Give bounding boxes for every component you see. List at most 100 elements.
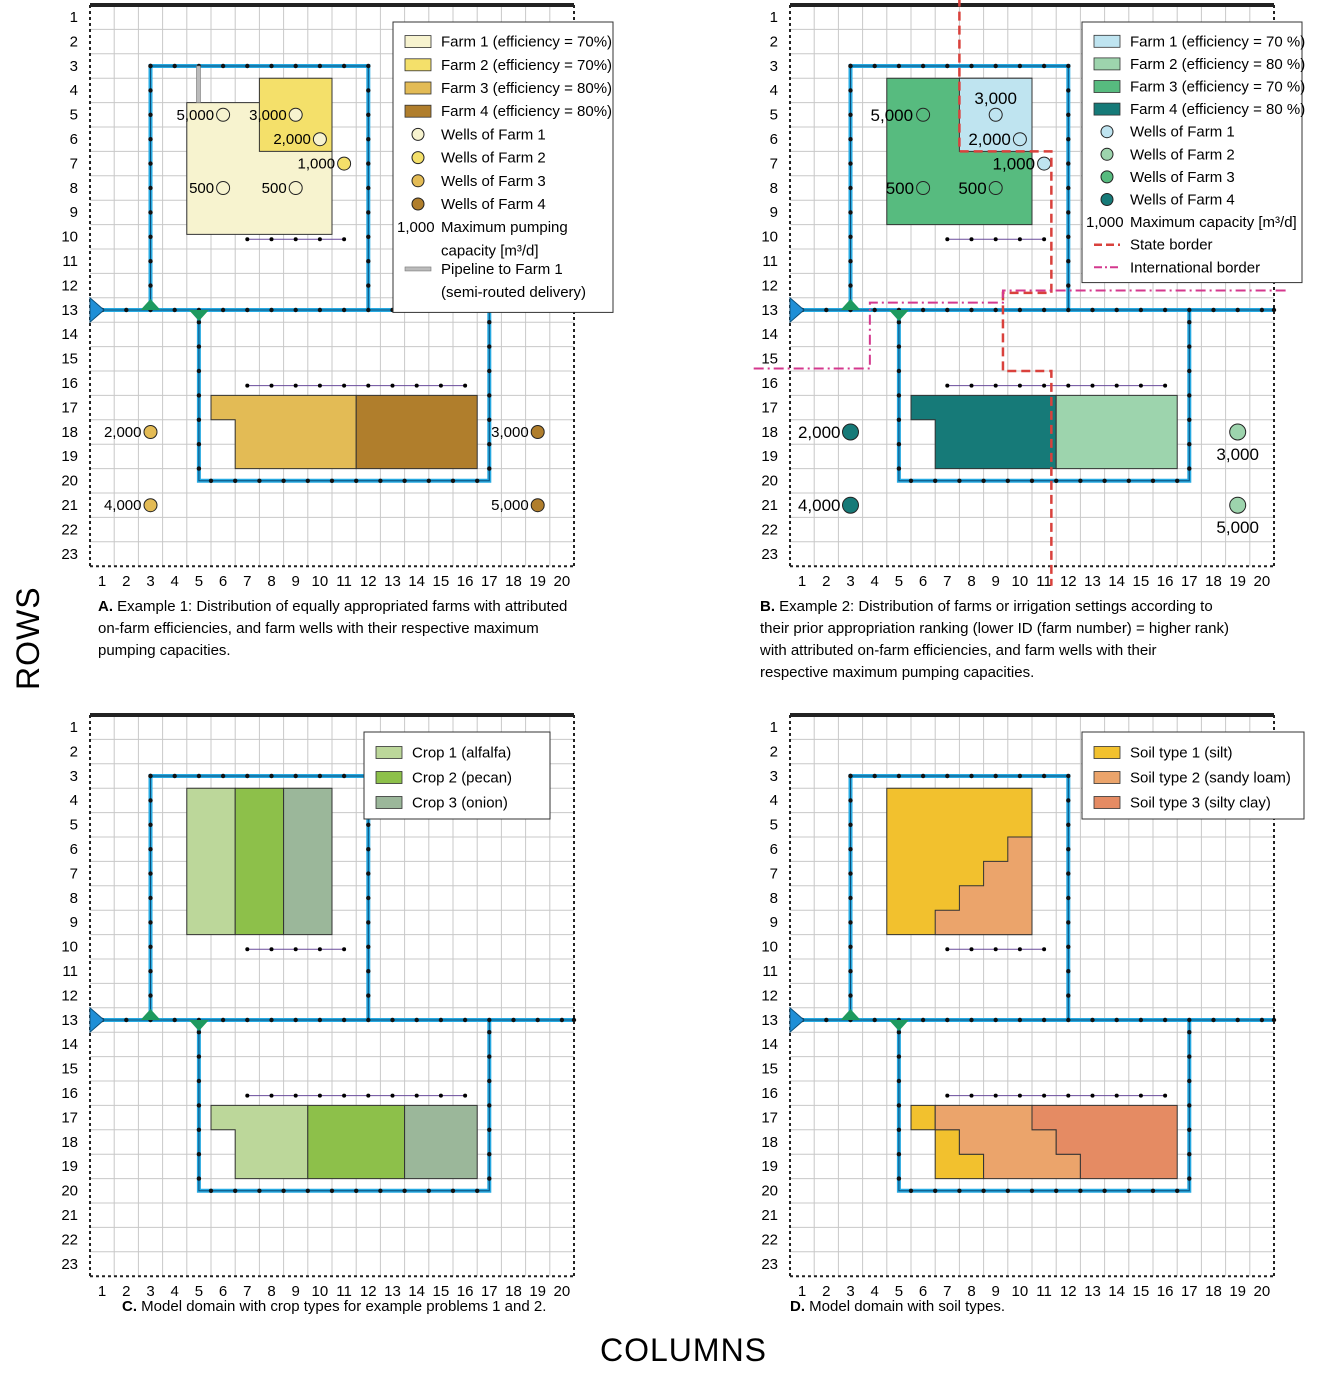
canal-node <box>354 478 359 483</box>
crop-1-area <box>186 787 236 936</box>
canal-node <box>245 773 250 779</box>
canal-node <box>245 1017 250 1023</box>
canal-node <box>487 466 492 471</box>
canal-node <box>148 871 153 876</box>
caption-a-line-2: on-farm efficiencies, and farm wells wit… <box>98 620 539 637</box>
column-label: 18 <box>1205 573 1222 590</box>
legend-label: Crop 3 (onion) <box>412 795 508 812</box>
legend-label: Pipeline to Farm 1 <box>441 261 563 278</box>
canal-node <box>233 478 238 483</box>
legend-well-icon <box>1100 125 1114 139</box>
row-label: 13 <box>61 1012 78 1029</box>
canal-node <box>993 307 998 313</box>
canal-node <box>1066 259 1071 264</box>
column-label: 12 <box>1060 1283 1077 1300</box>
column-label: 20 <box>1254 573 1271 590</box>
canal-node <box>124 307 129 313</box>
canal-node <box>945 1017 950 1023</box>
canal-node <box>172 63 177 69</box>
column-label: 2 <box>822 573 830 590</box>
legend-c: Crop 1 (alfalfa) Crop 2 (pecan) Crop 3 (on… <box>363 731 551 820</box>
canal-node <box>414 1017 419 1023</box>
canal-node <box>920 63 926 69</box>
legend-label: State border <box>1130 237 1213 254</box>
canal-node <box>366 63 371 69</box>
canal-node <box>196 1103 202 1108</box>
legend-label: Wells of Farm 2 <box>1130 146 1235 163</box>
canal-node <box>196 773 202 779</box>
canal-node <box>196 1054 202 1059</box>
canal-node <box>1066 847 1071 852</box>
canal-node <box>233 1188 238 1194</box>
canal-node <box>1017 63 1023 69</box>
canal-node <box>1187 1176 1192 1181</box>
column-label: 4 <box>871 1283 879 1300</box>
legend-pipe-icon <box>404 266 432 272</box>
legend-number-sample: 1,000 <box>1086 214 1124 231</box>
canal-node <box>305 1188 310 1194</box>
row-label: 1 <box>770 9 778 26</box>
canal-node <box>1066 773 1071 779</box>
row-label: 7 <box>770 865 778 882</box>
legend-label: Soil type 1 (silt) <box>1130 745 1233 762</box>
caption-b-line-4: respective maximum pumping capacities. <box>760 664 1035 681</box>
legend-label: Wells of Farm 2 <box>441 150 546 167</box>
legend-swatch <box>1093 57 1121 71</box>
row-label: 20 <box>61 473 78 490</box>
row-label: 1 <box>770 719 778 736</box>
legend-label: Wells of Farm 1 <box>441 126 546 143</box>
row-label: 23 <box>761 546 778 563</box>
canal-node <box>148 161 153 166</box>
canal-node <box>1211 1017 1216 1023</box>
canal-node <box>1187 1103 1192 1108</box>
drain-node <box>1042 383 1047 388</box>
canal-node <box>872 307 877 313</box>
canal-node <box>1114 307 1119 313</box>
legend-label: Wells of Farm 4 <box>1130 192 1235 209</box>
canal-node <box>1041 307 1047 313</box>
canal-node <box>945 63 950 69</box>
canal-node <box>426 1188 431 1194</box>
column-label: 3 <box>146 1283 154 1300</box>
canal-node <box>1271 307 1277 313</box>
column-label: 10 <box>1012 1283 1029 1300</box>
canal-node <box>1029 1188 1035 1194</box>
row-label: 6 <box>70 131 78 148</box>
caption-b: B. Example 2: Distribution of farms or i… <box>760 596 1330 684</box>
farm-4-area <box>355 394 478 470</box>
row-label: 18 <box>761 424 778 441</box>
canal-node <box>341 63 347 69</box>
state-border <box>958 0 1053 586</box>
row-label: 22 <box>761 521 778 538</box>
canal-node <box>848 871 853 876</box>
canal-node <box>172 773 177 779</box>
well-farm-1-capacity: 2,000 <box>968 130 1011 149</box>
legend-label: Soil type 2 (sandy loam) <box>1130 770 1291 787</box>
row-label: 13 <box>761 1012 778 1029</box>
row-label: 11 <box>762 963 778 980</box>
legend-number-sample: 1,000 <box>397 219 435 236</box>
column-label: 16 <box>457 1283 474 1300</box>
canal-node <box>848 210 853 215</box>
drain-node <box>1114 1093 1119 1098</box>
row-label: 20 <box>61 1183 78 1200</box>
canal-node <box>848 283 853 288</box>
legend-well-icon <box>411 197 425 211</box>
canal-node <box>148 259 153 264</box>
canal-node <box>920 1017 926 1023</box>
canal-node <box>896 320 902 325</box>
canal-node <box>1066 993 1071 998</box>
column-label: 18 <box>505 573 522 590</box>
row-label: 22 <box>761 1231 778 1248</box>
canal-node <box>366 283 371 288</box>
row-label: 20 <box>761 473 778 490</box>
legend-label: Farm 2 (efficiency = 70%) <box>441 57 612 74</box>
legend-swatch <box>1093 771 1121 784</box>
drain-node <box>317 1093 322 1098</box>
canal-node <box>1017 1017 1023 1023</box>
canal-node <box>896 1152 902 1157</box>
caption-c-letter: C. <box>122 1298 137 1315</box>
columns-axis-title: COLUMNS <box>600 1332 768 1368</box>
row-label: 21 <box>61 1207 78 1224</box>
